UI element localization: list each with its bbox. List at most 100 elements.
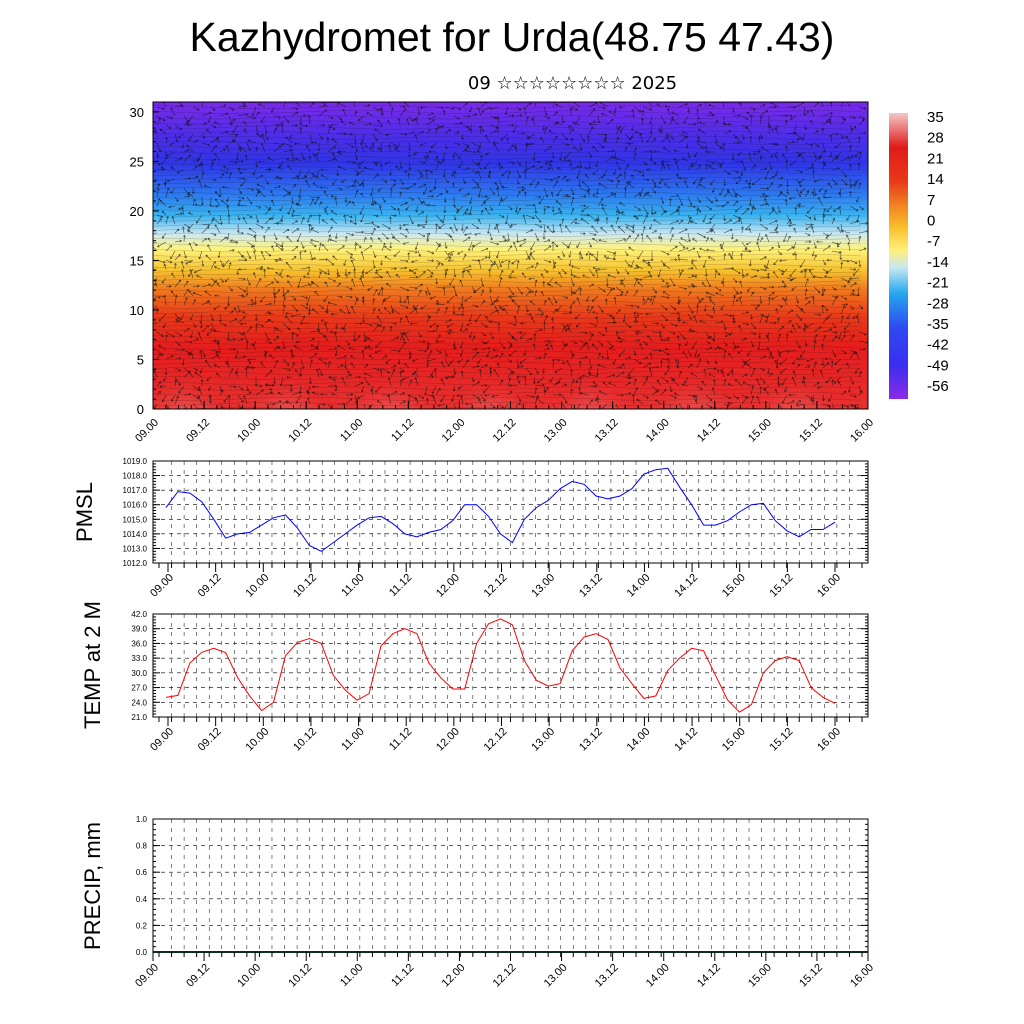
y-tick-label: 0.0 [136,948,148,957]
warm-core [153,349,222,409]
isoline [153,141,862,145]
y-tick-label: 1017.0 [123,486,148,495]
temp-grid [153,614,868,717]
isoline [153,315,862,319]
time-tick-label: 12.00 [440,417,468,445]
y-tick-label: 1016.0 [123,501,148,510]
isoline [153,115,862,120]
colorbar-label: -7 [927,233,940,250]
isoline [153,253,862,258]
temp-frame [152,613,869,718]
isoline [153,258,862,263]
x-tick-label: 15.12 [768,726,796,754]
colorbar-label: -28 [927,295,949,312]
x-tick-label: 10.12 [286,962,314,990]
isoline [153,228,862,232]
isoline [153,284,862,289]
time-tick-label: 15.00 [746,417,774,445]
x-tick-label: 14.00 [644,962,672,990]
time-tick-label: 14.00 [644,417,672,445]
y-tick-label: 1015.0 [123,515,148,524]
x-tick-label: 09.12 [184,962,212,990]
colorbar: 35 28 21 14 7 0 -7 -14 -21 -28 -35 -42 -49 -56 [889,109,949,399]
height-tick-label: 30 [130,105,144,120]
x-tick-label: 14.00 [625,726,653,754]
x-tick-label: 12.00 [440,962,468,990]
height-tick-label: 15 [130,253,144,268]
time-tick-label: 16.00 [848,417,876,445]
isoline [153,217,862,222]
isoline [153,192,862,196]
wind-vector-field [153,102,868,409]
isoline [153,371,862,376]
time-tick-label: 09.12 [184,417,212,445]
x-tick-label: 10.12 [291,572,319,600]
isoline [153,299,862,304]
height-tick-label: 10 [130,303,144,318]
x-tick-label: 10.00 [235,962,263,990]
x-tick-label: 12.00 [434,572,462,600]
colorbar-label: 21 [927,150,944,167]
x-tick-label: 11.12 [389,962,416,989]
isoline [153,187,862,191]
colorbar-label: -56 [927,378,949,395]
x-tick-label: 14.12 [695,962,723,990]
height-tick-label: 0 [137,402,144,417]
x-tick-label: 12.00 [434,726,462,754]
isoline [153,361,862,365]
pmsl-axes: 1012.0 1013.0 1014.0 1015.0 1016.0 1017.0 1018… [123,457,868,600]
height-tick-label: 20 [130,204,144,219]
y-tick-label: 39.0 [131,625,147,634]
x-tick-label: 13.12 [593,962,621,990]
colorbar-label: -14 [927,254,949,271]
precip-grid [153,819,868,952]
x-tick-label: 14.12 [672,726,700,754]
isoline [153,130,862,135]
warm-core [656,349,733,409]
isoline [153,222,862,227]
pmsl-grid [153,461,868,563]
x-tick-label: 09.12 [196,726,224,754]
isoline [153,304,862,309]
colorbar-label: -35 [927,316,949,333]
y-tick-label: 33.0 [131,654,147,663]
x-tick-label: 15.00 [720,726,748,754]
x-tick-label: 15.00 [746,962,774,990]
colorbar-labels: 35 28 21 14 7 0 -7 -14 -21 -28 -35 -42 -49 -56 [927,109,949,395]
x-tick-label: 11.12 [387,572,414,599]
x-tick-label: 13.12 [577,726,605,754]
x-tick-label: 12.12 [482,726,510,754]
y-tick-label: 1018.0 [123,472,148,481]
y-tick-label: 27.0 [131,684,147,693]
time-tick-label: 14.12 [695,417,723,445]
chart-title: Kazhydromet for Urda(48.75 47.43) [189,14,835,60]
isoline [153,402,861,406]
precip-axis-title: PRECIP, mm [80,822,105,950]
x-tick-label: 11.12 [387,726,414,753]
height-tick-label: 25 [130,154,144,169]
x-tick-label: 10.12 [291,726,319,754]
isoline [153,156,862,161]
y-tick-label: 36.0 [131,639,147,648]
isoline [153,105,862,109]
temp-panel: TEMP at 2 M 21.0 24.0 27.0 30.0 33.0 36.0 39.0… [80,601,869,754]
colorbar-label: 7 [927,192,935,209]
warm-core [349,349,426,409]
isoline [153,345,862,350]
height-axis: 0 5 10 15 20 25 30 [130,101,159,417]
isoline [153,407,776,409]
isoline [153,386,862,391]
isoline [153,330,862,335]
isoline [153,366,862,370]
x-tick-label: 13.00 [529,572,557,600]
time-tick-label: 11.00 [338,417,365,444]
time-tick-label: 10.12 [286,417,314,445]
pmsl-series-line [165,467,836,552]
isoline [153,146,862,150]
y-tick-label: 42.0 [131,610,147,619]
x-tick-label: 10.00 [243,726,271,754]
isoline [153,248,862,253]
y-tick-label: 1014.0 [123,530,148,539]
isoline [153,274,862,278]
